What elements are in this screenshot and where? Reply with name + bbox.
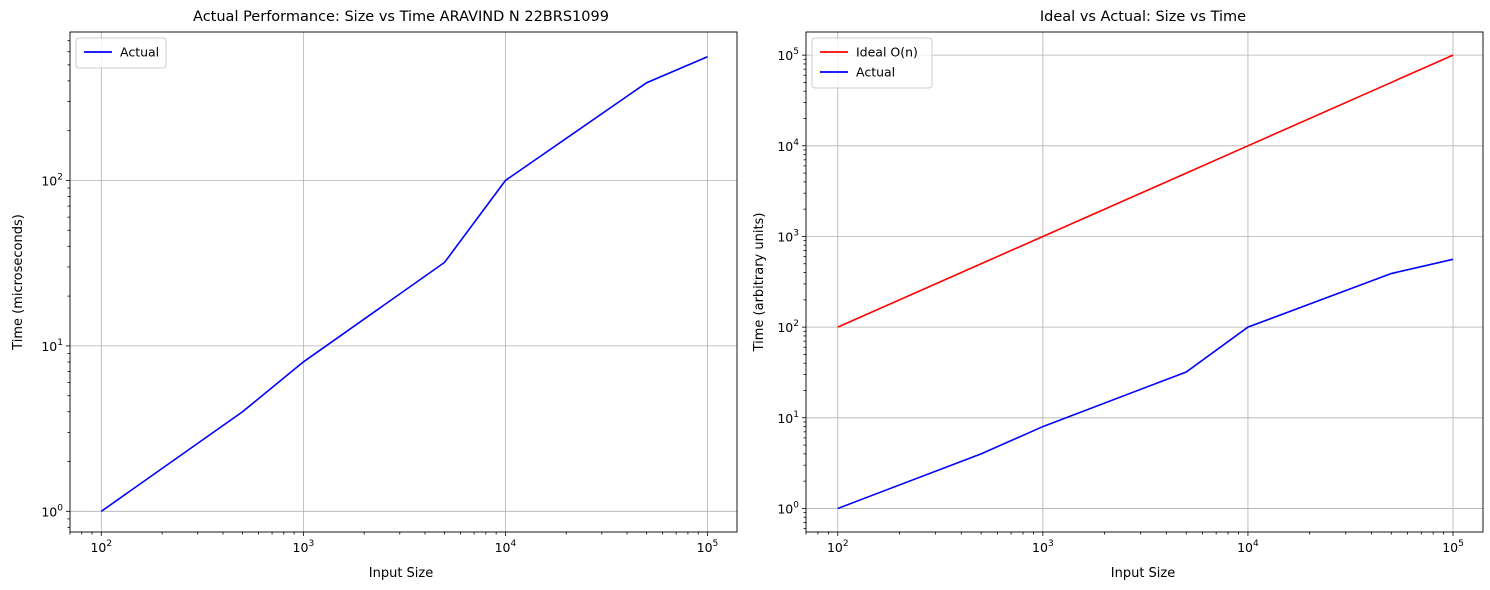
legend-label: Actual: [120, 45, 159, 60]
ticks: 102 103 104 105 100 101 102: [41, 40, 719, 555]
x-tick-label: 104: [495, 539, 517, 555]
y-axis-label: Time (arbitrary units): [752, 213, 767, 353]
legend-label: Ideal O(n): [856, 45, 918, 60]
x-tick-label: 105: [1442, 539, 1464, 555]
y-tick-label: 103: [777, 228, 799, 244]
legend-box: [811, 37, 933, 89]
y-tick-label: 100: [777, 500, 799, 516]
x-axis-label: Input Size: [1111, 566, 1175, 581]
grid: [70, 32, 737, 532]
legend-label: Actual: [856, 65, 895, 80]
series-line-0: [100, 55, 708, 512]
x-tick-label: 105: [697, 539, 719, 555]
legend: Ideal O(n) Actual: [811, 37, 933, 89]
chart-title: Actual Performance: Size vs Time ARAVIND…: [193, 9, 609, 25]
chart-actual-performance: Actual Performance: Size vs Time ARAVIND…: [11, 9, 738, 581]
x-axis-label: Input Size: [369, 566, 433, 581]
y-tick-label: 100: [41, 503, 63, 519]
y-tick-label: 102: [41, 172, 63, 188]
x-tick-label: 102: [827, 539, 849, 555]
chart-title: Ideal vs Actual: Size vs Time: [1040, 9, 1246, 25]
series-line-0: [837, 54, 1454, 328]
x-tick-label: 103: [293, 539, 315, 555]
axes-frame: [69, 31, 738, 533]
series-line-1: [837, 258, 1454, 510]
legend-box: [75, 37, 167, 69]
legend: Actual: [75, 37, 167, 69]
axes-frame: [805, 31, 1484, 533]
x-tick-label: 102: [90, 539, 112, 555]
y-tick-label: 105: [777, 47, 799, 63]
x-tick-label: 104: [1237, 539, 1259, 555]
y-tick-label: 102: [777, 319, 799, 335]
y-tick-label: 101: [41, 338, 63, 354]
x-tick-label: 103: [1032, 539, 1054, 555]
y-axis-label: Time (microseconds): [11, 214, 26, 351]
y-tick-label: 101: [777, 410, 799, 426]
y-tick-label: 104: [777, 138, 799, 154]
chart-ideal-vs-actual: Ideal vs Actual: Size vs Time Input Size…: [752, 9, 1484, 581]
